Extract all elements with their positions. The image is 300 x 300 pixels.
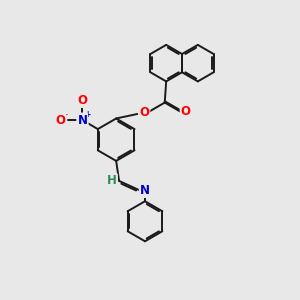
Text: O: O (181, 105, 191, 118)
Text: H: H (107, 174, 117, 188)
Text: O: O (139, 106, 149, 118)
Text: O: O (56, 114, 66, 127)
Text: H: H (107, 174, 117, 188)
Text: N: N (77, 114, 88, 127)
Text: −: − (61, 110, 68, 119)
Text: O: O (139, 106, 149, 118)
Text: O: O (181, 105, 191, 118)
Text: N: N (140, 184, 150, 197)
Text: N: N (140, 184, 150, 197)
Text: O: O (56, 114, 66, 127)
Text: O: O (77, 94, 88, 107)
Text: +: + (84, 110, 91, 119)
Text: N: N (77, 114, 88, 127)
Text: O: O (77, 94, 88, 107)
